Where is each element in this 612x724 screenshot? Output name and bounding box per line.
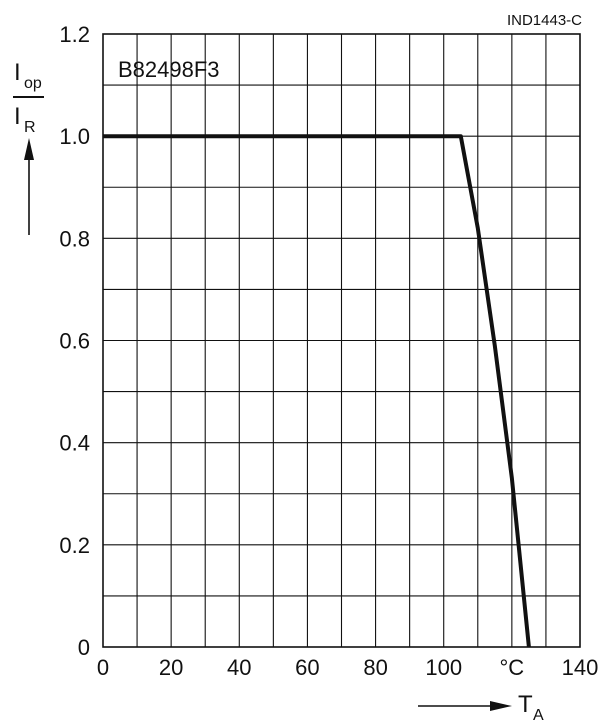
y-label-numerator: I [14, 59, 21, 86]
x-tick-label: 80 [363, 655, 387, 680]
y-axis-label: I op I R [13, 59, 44, 235]
y-tick-label: 1.0 [59, 124, 90, 149]
y-tick-label: 0.4 [59, 431, 90, 456]
y-tick-label: 0.6 [59, 329, 90, 354]
y-tick-label: 0.2 [59, 533, 90, 558]
x-tick-label: 100 [425, 655, 462, 680]
y-tick-label: 0.8 [59, 226, 90, 251]
plot-frame [102, 33, 581, 648]
y-label-denominator: I [14, 103, 21, 130]
x-axis-label: T A [418, 691, 544, 724]
derating-curve [103, 134, 531, 648]
x-axis-arrow-head [490, 701, 512, 711]
y-axis-arrow-head [24, 138, 34, 160]
x-label-symbol: T [518, 691, 533, 718]
y-tick-label: 0 [78, 635, 90, 660]
x-tick-labels: 0 20 40 60 80 100 °C 140 [97, 655, 598, 680]
grid [103, 34, 580, 647]
figure-code: IND1443-C [507, 12, 582, 29]
x-label-sub: A [533, 707, 544, 724]
plot-border [102, 33, 581, 648]
x-tick-label: 40 [227, 655, 251, 680]
x-tick-label: 0 [97, 655, 109, 680]
x-tick-label: °C [500, 655, 525, 680]
part-number-label: B82498F3 [118, 57, 220, 82]
y-label-denominator-sub: R [24, 119, 36, 136]
x-tick-label: 60 [295, 655, 319, 680]
y-tick-label: 1.2 [59, 22, 90, 47]
x-tick-label: 20 [159, 655, 183, 680]
y-tick-labels: 0 0.2 0.4 0.6 0.8 1.0 1.2 [59, 22, 90, 660]
series-layer [103, 134, 531, 648]
x-tick-label: 140 [562, 655, 599, 680]
y-label-numerator-sub: op [24, 75, 42, 92]
